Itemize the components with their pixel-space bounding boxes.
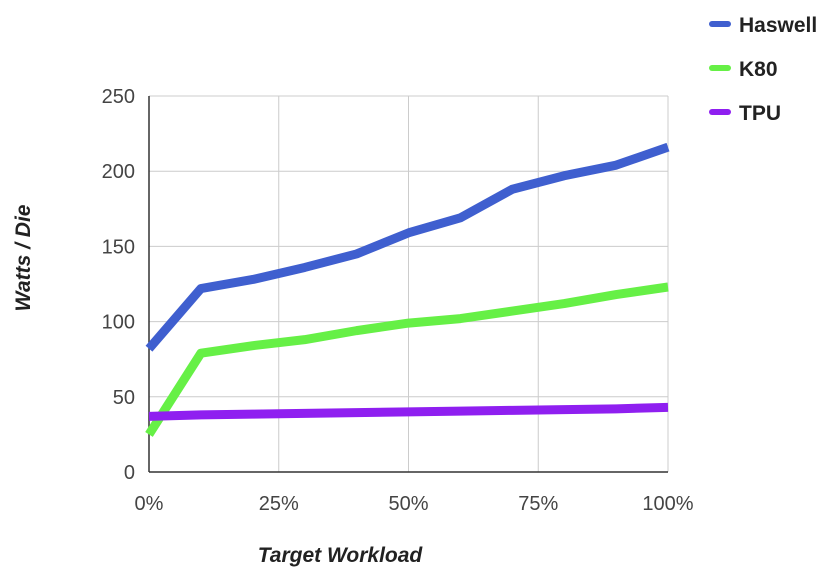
- y-axis-title: Watts / Die: [12, 204, 35, 311]
- x-tick-label: 0%: [135, 493, 164, 515]
- x-tick-label: 50%: [388, 493, 428, 515]
- tick-labels: 0 50 100 150 200 250 0% 25% 50% 75% 100%: [102, 86, 694, 515]
- series-line-tpu: [148, 402, 669, 421]
- legend: Haswell K80 TPU: [709, 14, 817, 125]
- axes: [148, 96, 668, 473]
- gridlines: [149, 95, 669, 472]
- legend-label-k80: K80: [739, 58, 778, 81]
- y-tick-label: 0: [124, 462, 135, 484]
- series-line-haswell: [145, 142, 670, 352]
- series-lines: [145, 142, 670, 437]
- y-tick-label: 250: [102, 86, 135, 108]
- x-tick-label: 75%: [518, 493, 558, 515]
- legend-label-haswell: Haswell: [739, 14, 817, 37]
- x-tick-label: 100%: [642, 493, 693, 515]
- y-tick-label: 150: [102, 236, 135, 258]
- y-tick-label: 200: [102, 161, 135, 183]
- x-tick-label: 25%: [259, 493, 299, 515]
- y-tick-label: 50: [113, 387, 135, 409]
- y-tick-label: 100: [102, 312, 135, 334]
- x-axis-title: Target Workload: [258, 544, 424, 567]
- series-line-k80: [145, 282, 669, 437]
- legend-label-tpu: TPU: [739, 102, 781, 125]
